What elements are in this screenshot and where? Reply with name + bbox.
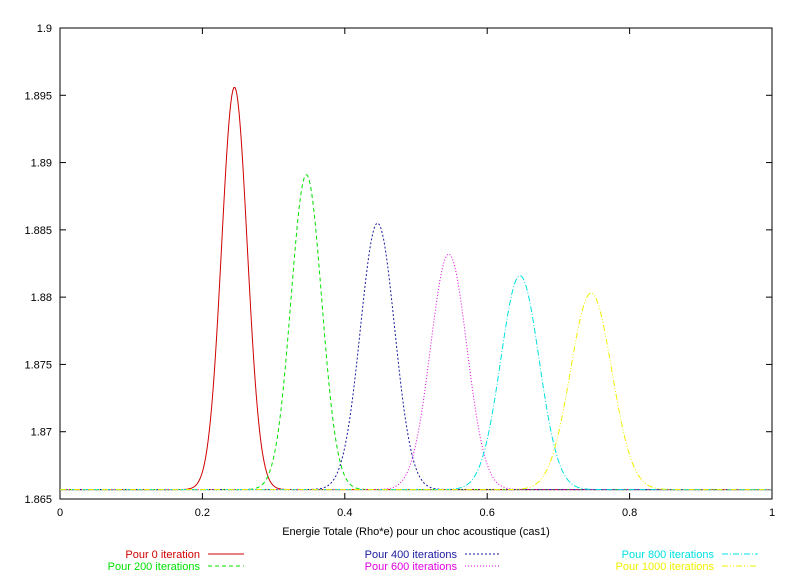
legend-label-5: Pour 1000 iterations [616, 561, 715, 573]
y-tick-label: 1.895 [24, 90, 52, 102]
series-line-0 [60, 87, 772, 491]
y-tick-label: 1.88 [31, 292, 52, 304]
x-tick-label: 0.8 [622, 507, 637, 519]
y-tick-label: 1.9 [37, 23, 52, 35]
series-line-3 [60, 253, 772, 491]
x-axis-label: Energie Totale (Rho*e) pour un choc acou… [282, 526, 550, 538]
plot-frame [59, 27, 773, 500]
x-tick-label: 0 [57, 507, 63, 519]
legend-label-4: Pour 800 iterations [622, 549, 715, 561]
axis-ticks: 0 0.2 0.4 0.6 0.8 1 1.865 1.87 1.875 1.88 1.885 1.8… [24, 23, 775, 519]
legend-label-1: Pour 200 iterations [108, 561, 201, 573]
x-tick-label: 0.4 [337, 507, 352, 519]
y-tick-label: 1.865 [24, 494, 52, 506]
series-line-1 [60, 174, 772, 491]
x-tick-label: 1 [769, 507, 775, 519]
legend-label-2: Pour 400 iterations [365, 549, 458, 561]
legend-label-0: Pour 0 iteration [125, 549, 200, 561]
series-line-5 [60, 292, 772, 491]
y-tick-label: 1.875 [24, 359, 52, 371]
series-line-2 [60, 222, 772, 491]
x-tick-label: 0.2 [195, 507, 210, 519]
series-line-4 [60, 275, 772, 491]
series-lines [60, 87, 772, 491]
y-tick-label: 1.89 [31, 158, 52, 170]
x-tick-label: 0.6 [480, 507, 495, 519]
y-tick-label: 1.885 [24, 225, 52, 237]
legend-label-3: Pour 600 iterations [365, 561, 458, 573]
y-tick-label: 1.87 [31, 427, 52, 439]
